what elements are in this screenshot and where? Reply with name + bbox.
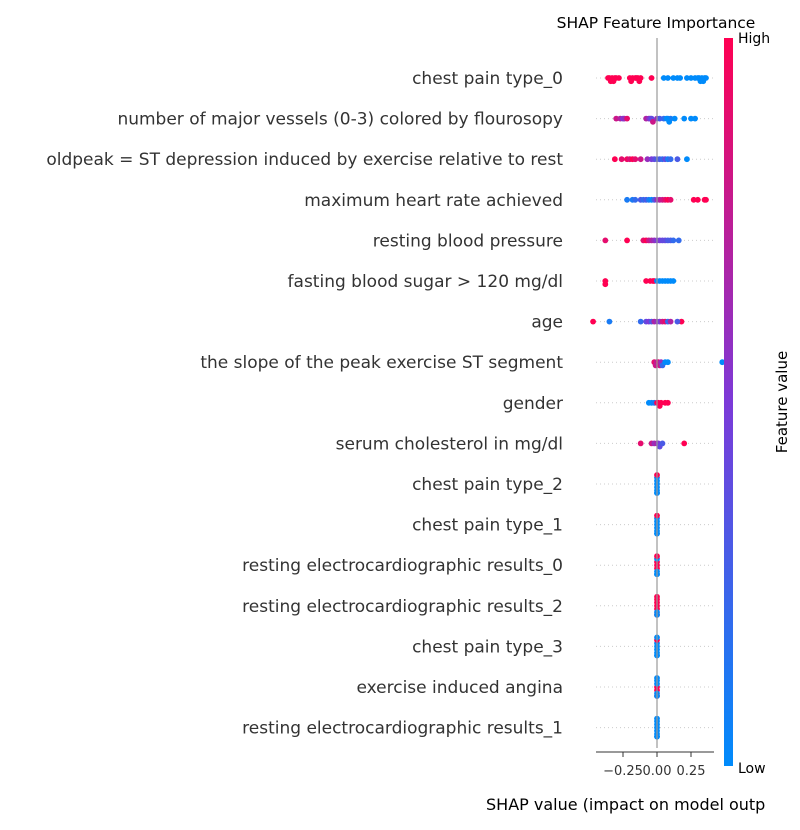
data-point [694,196,701,203]
feature-label: age [531,313,563,333]
data-point [624,237,630,244]
data-point [650,118,656,125]
data-point [670,75,677,81]
data-point [667,318,674,325]
data-point [681,440,688,447]
feature-label: chest pain type_0 [412,69,563,89]
data-point [624,196,630,203]
data-point [700,78,707,85]
colorbar-low-label: Low [738,761,766,777]
feature-label: chest pain type_1 [412,516,563,536]
chart-title: SHAP Feature Importance [557,14,756,32]
data-point [628,78,635,85]
feature-label: chest pain type_2 [412,475,563,495]
colorbar-title: Feature value [773,351,791,453]
data-point [671,115,678,122]
feature-label: resting electrocardiographic results_1 [242,719,563,739]
data-point [670,237,677,244]
data-point [677,75,684,81]
data-point [688,75,694,81]
data-point [637,318,644,325]
data-point [632,156,639,163]
data-point [667,156,674,163]
data-points [590,75,726,740]
colorbar [724,38,733,766]
data-point [636,78,643,85]
data-point [690,196,697,203]
data-point [616,75,622,81]
data-point [681,115,688,122]
feature-label: gender [503,394,563,414]
data-point [602,281,609,288]
feature-label: resting blood pressure [373,231,563,251]
data-point [613,115,620,122]
data-point [664,75,671,81]
x-axis-label: SHAP value (impact on model outp [486,795,765,814]
feature-label: fasting blood sugar > 120 mg/dl [288,272,563,292]
x-tick-label: 0.25 [677,764,706,779]
data-point [664,399,671,406]
feature-label: the slope of the peak exercise ST segmen… [200,353,563,373]
data-point [658,399,664,406]
data-point [674,156,681,163]
data-point [688,115,694,122]
data-point [678,318,685,325]
data-point [666,118,673,125]
data-point [606,318,613,325]
feature-label: resting electrocardiographic results_2 [242,597,563,617]
data-point [632,196,639,203]
data-point [590,318,596,325]
feature-label: maximum heart rate achieved [304,191,563,211]
data-point [675,237,682,244]
data-point [703,196,709,203]
colorbar-high-label: High [738,31,770,47]
feature-label: resting electrocardiographic results_0 [242,556,563,576]
data-point [684,75,690,81]
x-tick-label: −0.25 [603,764,643,779]
feature-label: chest pain type_3 [412,637,563,657]
data-point [648,75,655,81]
x-axis-ticks: −0.25 0.00 0.25 [603,752,705,779]
data-point [656,115,663,122]
data-point [624,115,630,122]
feature-label: number of major vessels (0-3) colored by… [117,110,563,130]
data-point [659,440,666,447]
data-point [643,278,650,284]
data-point [667,196,674,203]
data-point [611,156,618,163]
data-point [684,156,690,163]
data-point [637,440,644,447]
data-point [644,156,651,163]
data-point [610,78,617,85]
x-tick-label: 0.00 [643,764,672,779]
feature-label: exercise induced angina [356,678,563,698]
feature-label: oldpeak = ST depression induced by exerc… [46,150,563,170]
data-point [664,359,671,366]
feature-label: serum cholesterol in mg/dl [336,434,563,454]
data-point [674,318,681,325]
data-point [602,237,609,244]
data-point [660,75,667,81]
data-point [637,156,644,163]
data-point [692,115,698,122]
data-point [719,359,726,366]
data-point [618,156,625,163]
data-point [670,278,677,284]
